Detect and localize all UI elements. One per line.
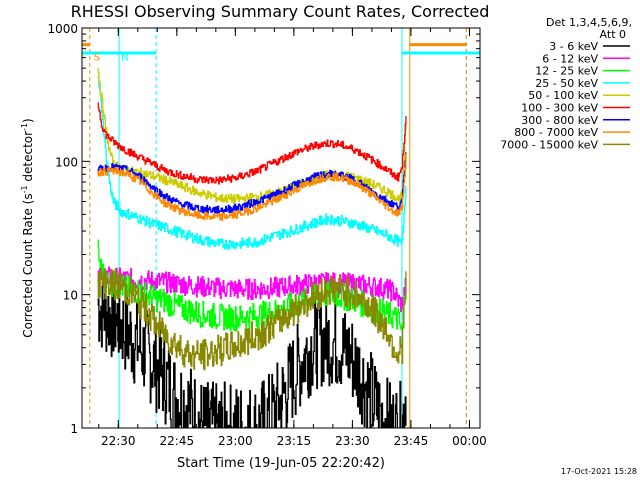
y-tick-label: 1 — [70, 422, 78, 436]
state-marker-label: N — [121, 53, 128, 64]
legend-header-line1: Det 1,3,4,5,6,9, — [546, 16, 632, 29]
x-tick-label: 23:00 — [218, 434, 253, 448]
series-line-3 — [97, 75, 407, 250]
state-marker-label: S — [94, 53, 100, 64]
series-line-7 — [97, 153, 407, 222]
legend-entry-label: 800 - 7000 keV — [514, 126, 598, 139]
x-tick-label: 23:45 — [394, 434, 429, 448]
y-tick-label: 1000 — [47, 22, 78, 36]
x-tick-label: 00:00 — [452, 434, 487, 448]
x-tick-label: 22:45 — [160, 434, 195, 448]
series-line-2 — [97, 239, 407, 332]
x-tick-label: 23:30 — [335, 434, 370, 448]
legend-entry-label: 12 - 25 keV — [535, 65, 598, 78]
legend-entry-label: 300 - 800 keV — [521, 114, 598, 127]
legend-header-line2: Att 0 — [600, 28, 626, 41]
legend-entry-label: 7000 - 15000 keV — [500, 138, 598, 151]
x-axis-label: Start Time (19-Jun-05 22:20:42) — [177, 456, 385, 471]
legend-entry-label: 100 - 300 keV — [521, 102, 598, 115]
legend-entry-label: 6 - 12 keV — [542, 52, 598, 65]
plot-frame — [81, 27, 481, 429]
y-tick-label: 100 — [55, 155, 78, 169]
legend-entry-label: 3 - 6 keV — [549, 40, 598, 53]
legend-entry-label: 50 - 100 keV — [528, 89, 598, 102]
y-axis-label: Corrected Count Rate (s-1 detector-1) — [20, 118, 35, 337]
legend-entry-label: 25 - 50 keV — [535, 77, 598, 90]
y-tick-label: 10 — [63, 289, 78, 303]
series-line-4 — [97, 68, 407, 204]
series-line-5 — [97, 102, 407, 185]
x-tick-label: 22:30 — [101, 434, 136, 448]
footer-timestamp: 17-Oct-2021 15:28 — [561, 467, 637, 476]
x-tick-label: 23:15 — [277, 434, 312, 448]
chart-title: RHESSI Observing Summary Count Rates, Co… — [71, 2, 490, 21]
series-line-8 — [97, 268, 407, 371]
